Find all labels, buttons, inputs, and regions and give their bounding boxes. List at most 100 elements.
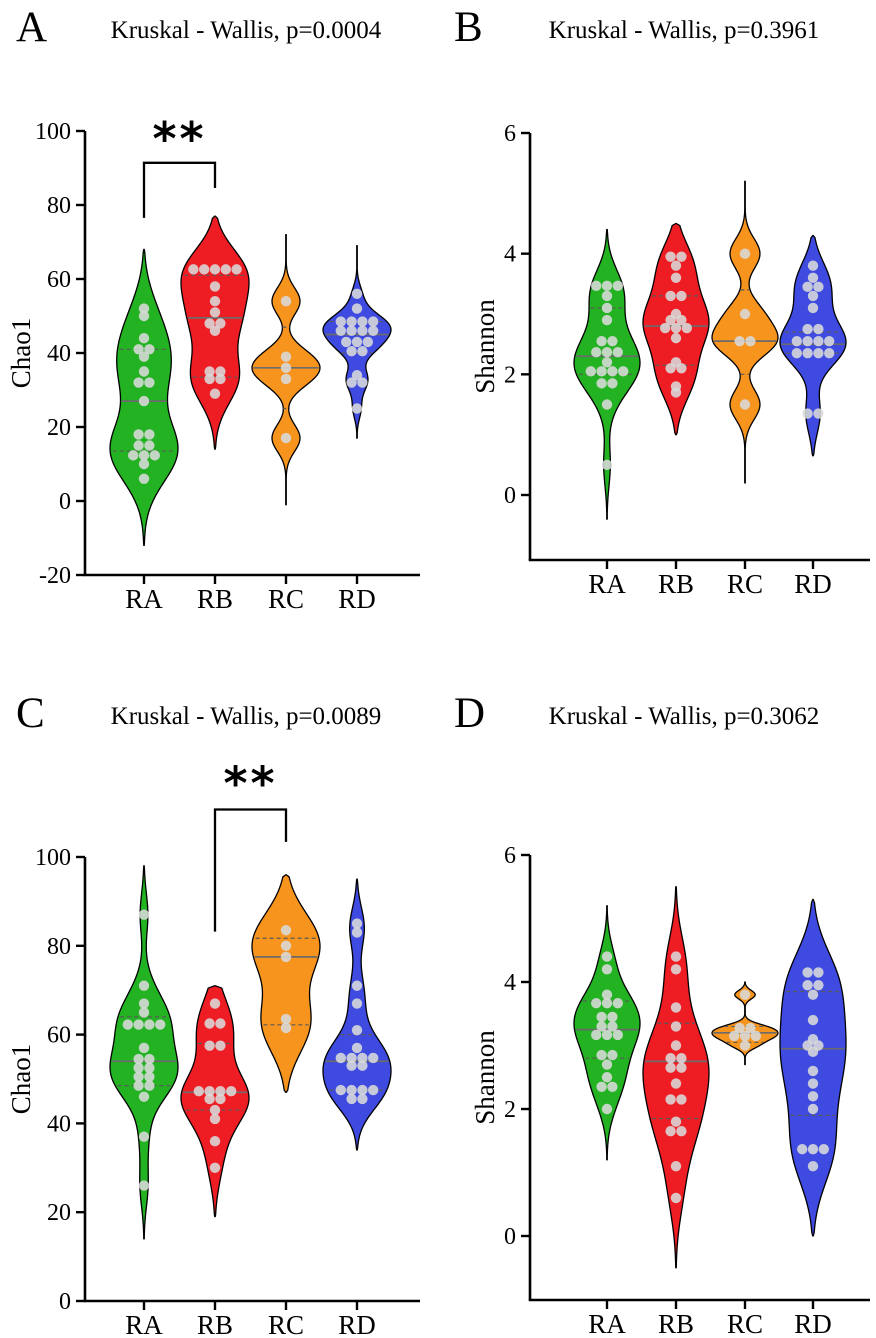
data-point xyxy=(368,325,379,336)
data-point xyxy=(138,366,150,377)
data-point xyxy=(133,1071,144,1082)
data-point xyxy=(346,1093,357,1105)
data-point xyxy=(618,366,629,377)
data-point xyxy=(601,459,613,471)
data-point xyxy=(681,322,692,334)
data-point xyxy=(138,333,150,344)
data-point xyxy=(209,1113,221,1125)
data-point xyxy=(612,1029,623,1041)
data-point xyxy=(596,366,607,377)
violin-RB xyxy=(180,215,250,450)
data-point xyxy=(280,362,292,373)
data-point xyxy=(357,1060,368,1071)
data-point xyxy=(596,1049,607,1061)
data-point xyxy=(670,322,682,334)
data-point xyxy=(280,296,292,307)
y-tick-label: 6 xyxy=(504,843,516,869)
data-point xyxy=(665,290,676,302)
data-point xyxy=(591,347,602,358)
data-point xyxy=(138,1042,150,1054)
data-point xyxy=(280,351,292,362)
data-point xyxy=(739,1040,751,1051)
data-point xyxy=(591,997,602,1009)
data-point xyxy=(362,336,373,348)
data-point xyxy=(204,366,215,377)
data-point xyxy=(807,302,819,314)
data-point xyxy=(144,440,155,451)
data-point xyxy=(204,1040,215,1051)
x-tick-label: RD xyxy=(794,569,832,599)
data-point xyxy=(807,272,819,283)
violin-RC xyxy=(711,180,779,484)
data-point xyxy=(807,1078,819,1089)
violin-RD xyxy=(779,234,847,457)
sig-bracket xyxy=(142,161,217,218)
data-point xyxy=(335,316,346,327)
data-point xyxy=(335,325,346,336)
data-point xyxy=(209,281,221,292)
data-point xyxy=(670,1040,682,1051)
data-point xyxy=(351,927,363,938)
data-point xyxy=(215,373,226,385)
data-point xyxy=(824,348,835,359)
data-point xyxy=(351,918,363,929)
x-tick-label: RC xyxy=(268,1310,304,1338)
x-tick-label: RB xyxy=(197,584,233,614)
data-point xyxy=(138,998,150,1009)
data-point xyxy=(351,1042,363,1054)
panel-b: B Kruskal - Wallis, p=0.3961 0 2 4 6 Shannon… xyxy=(438,0,876,660)
data-point xyxy=(133,1053,144,1065)
data-point xyxy=(818,1144,829,1155)
data-point xyxy=(149,450,160,461)
data-point xyxy=(209,296,221,307)
data-point xyxy=(670,1160,682,1172)
data-point xyxy=(138,458,150,470)
data-point xyxy=(144,1080,155,1091)
y-tick-label: 80 xyxy=(47,193,71,219)
data-point xyxy=(351,336,363,348)
y-tick-label: 60 xyxy=(47,267,71,293)
violin-RD xyxy=(779,898,847,1237)
kruskal-wallis-title: Kruskal - Wallis, p=0.3961 xyxy=(548,17,820,44)
data-point xyxy=(739,1030,751,1042)
data-point xyxy=(807,260,819,271)
data-point xyxy=(750,1030,761,1042)
x-tick-label: RA xyxy=(125,584,163,614)
data-point xyxy=(209,998,221,1009)
violin-RB xyxy=(642,886,710,1269)
data-point xyxy=(193,1086,204,1097)
data-point xyxy=(729,1030,740,1042)
violin-shape xyxy=(711,180,779,484)
data-point xyxy=(802,323,813,335)
data-point xyxy=(670,1116,682,1127)
data-point xyxy=(204,1018,215,1029)
significance: ** xyxy=(213,756,288,932)
y-tick-label: 6 xyxy=(504,121,516,147)
data-point xyxy=(280,940,292,951)
data-point xyxy=(807,1091,819,1102)
data-point xyxy=(739,989,751,1000)
data-point xyxy=(133,1080,144,1091)
y-tick-label: 20 xyxy=(47,415,71,441)
data-point xyxy=(351,370,363,381)
sig-label: ** xyxy=(152,112,206,166)
data-point xyxy=(138,1180,150,1191)
data-point xyxy=(346,1052,357,1064)
data-point xyxy=(676,1053,687,1064)
data-point xyxy=(670,1192,682,1204)
data-point xyxy=(128,450,139,461)
violin-RB xyxy=(642,222,710,436)
data-point xyxy=(357,316,368,327)
data-point xyxy=(209,1104,221,1116)
data-point xyxy=(665,251,676,262)
data-point xyxy=(665,363,676,374)
data-point xyxy=(351,403,363,414)
data-point xyxy=(351,303,363,314)
data-point xyxy=(138,450,150,461)
data-point xyxy=(676,363,687,374)
data-point xyxy=(209,388,221,399)
data-point xyxy=(357,1052,368,1064)
data-point xyxy=(670,260,682,271)
data-point xyxy=(138,310,150,322)
data-point xyxy=(676,1126,687,1137)
